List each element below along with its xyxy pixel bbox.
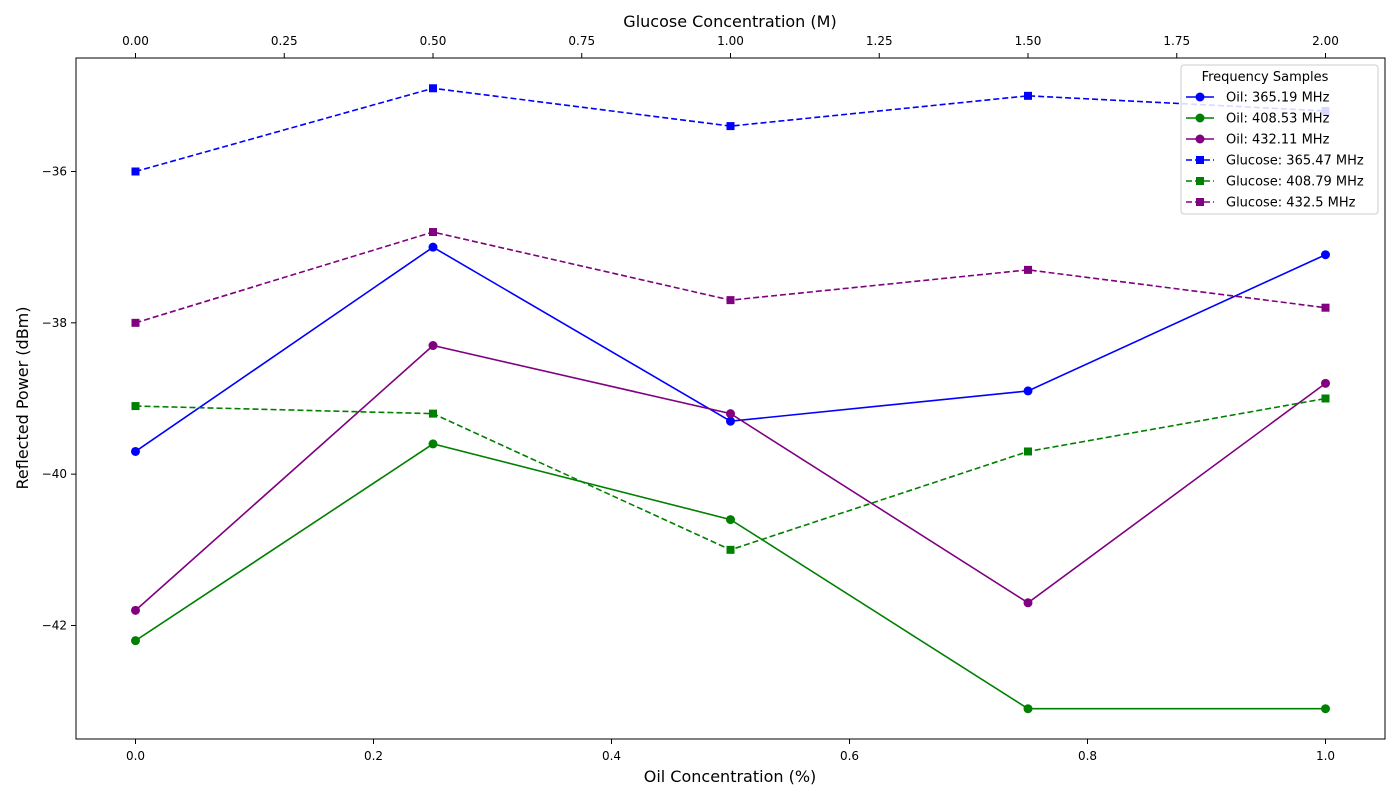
legend-label: Oil: 432.11 MHz	[1226, 133, 1330, 148]
top-x-tick-label: 1.75	[1163, 34, 1190, 48]
top-x-tick-label: 2.00	[1312, 34, 1339, 48]
data-point	[726, 296, 735, 305]
legend-label: Glucose: 365.47 MHz	[1226, 154, 1364, 169]
data-point	[428, 242, 438, 252]
legend-title: Frequency Samples	[1202, 70, 1329, 85]
x-tick-label: 1.0	[1316, 749, 1335, 763]
legend: Frequency Samples Oil: 365.19 MHz Oil: 40…	[1180, 64, 1379, 215]
legend-label: Glucose: 408.79 MHz	[1226, 175, 1364, 190]
top-x-axis-title: Glucose Concentration (M)	[623, 12, 836, 31]
legend-entry: Oil: 432.11 MHz	[1186, 133, 1330, 148]
legend-entry: Glucose: 432.5 MHz	[1186, 196, 1356, 211]
series-4	[131, 394, 1330, 554]
top-axis: 0.00 0.25 0.50 0.75 1.00 1.25 1.50 1.75 2.00	[122, 34, 1339, 58]
data-point	[131, 636, 140, 646]
data-point	[726, 416, 735, 426]
data-point	[1024, 91, 1032, 100]
legend-marker	[1195, 134, 1205, 144]
data-point	[1321, 394, 1330, 403]
data-point	[726, 515, 735, 525]
series-5	[131, 228, 1330, 327]
data-point	[1023, 386, 1033, 396]
data-point	[1321, 250, 1330, 260]
legend-entry: Oil: 408.53 MHz	[1186, 112, 1330, 127]
y-axis-title: Reflected Power (dBm)	[13, 307, 32, 490]
data-point	[131, 446, 140, 456]
x-tick-label: 0.8	[1078, 749, 1097, 763]
data-point	[131, 605, 140, 615]
series-0	[131, 242, 1330, 456]
data-point	[726, 409, 735, 419]
legend-marker	[1196, 156, 1204, 164]
top-x-tick-label: 0.25	[271, 34, 298, 48]
legend-entry: Glucose: 365.47 MHz	[1186, 154, 1364, 169]
top-x-tick-label: 1.50	[1015, 34, 1042, 48]
legend-entry: Oil: 365.19 MHz	[1186, 91, 1330, 106]
data-point	[131, 402, 140, 411]
data-point	[1024, 447, 1032, 456]
data-point	[1024, 265, 1032, 274]
x-axis-title: Oil Concentration (%)	[644, 767, 817, 786]
top-x-tick-label: 0.50	[420, 34, 447, 48]
bottom-axis: 0.0 0.2 0.4 0.6 0.8 1.0	[126, 739, 1335, 763]
series-1	[131, 439, 1330, 714]
top-x-tick-label: 1.25	[866, 34, 893, 48]
data-point	[726, 545, 735, 554]
x-tick-label: 0.6	[840, 749, 859, 763]
top-x-tick-label: 1.00	[717, 34, 744, 48]
data-point	[1321, 378, 1330, 388]
data-point	[1023, 704, 1033, 714]
data-point	[428, 439, 438, 449]
y-tick-label: −36	[42, 165, 67, 179]
data-point	[429, 228, 437, 237]
x-tick-label: 0.4	[602, 749, 621, 763]
data-point	[429, 409, 437, 418]
x-tick-label: 0.0	[126, 749, 145, 763]
data-point	[428, 341, 438, 351]
legend-marker	[1195, 113, 1205, 123]
legend-label: Glucose: 432.5 MHz	[1226, 196, 1356, 211]
legend-marker	[1196, 177, 1204, 185]
series-2	[131, 341, 1330, 615]
data-point	[726, 122, 735, 131]
legend-label: Oil: 365.19 MHz	[1226, 91, 1330, 106]
x-tick-label: 0.2	[364, 749, 383, 763]
data-point	[429, 84, 437, 93]
top-x-tick-label: 0.75	[568, 34, 595, 48]
top-x-tick-label: 0.00	[122, 34, 149, 48]
legend-items: Oil: 365.19 MHz Oil: 408.53 MHz Oil: 432.1…	[1186, 91, 1364, 211]
data-point	[131, 167, 140, 176]
data-point	[1321, 303, 1330, 312]
y-tick-label: −38	[42, 316, 67, 330]
y-tick-label: −42	[42, 619, 67, 633]
legend-entry: Glucose: 408.79 MHz	[1186, 175, 1364, 190]
legend-marker	[1196, 198, 1204, 206]
left-axis: −36 −38 −40 −42	[42, 165, 76, 633]
legend-box	[1180, 64, 1379, 215]
data-point	[1321, 704, 1330, 714]
data-point	[131, 318, 140, 327]
y-tick-label: −40	[42, 467, 67, 481]
series-layer	[131, 84, 1330, 714]
data-point	[1023, 598, 1033, 608]
legend-label: Oil: 408.53 MHz	[1226, 112, 1330, 127]
legend-marker	[1195, 92, 1205, 102]
